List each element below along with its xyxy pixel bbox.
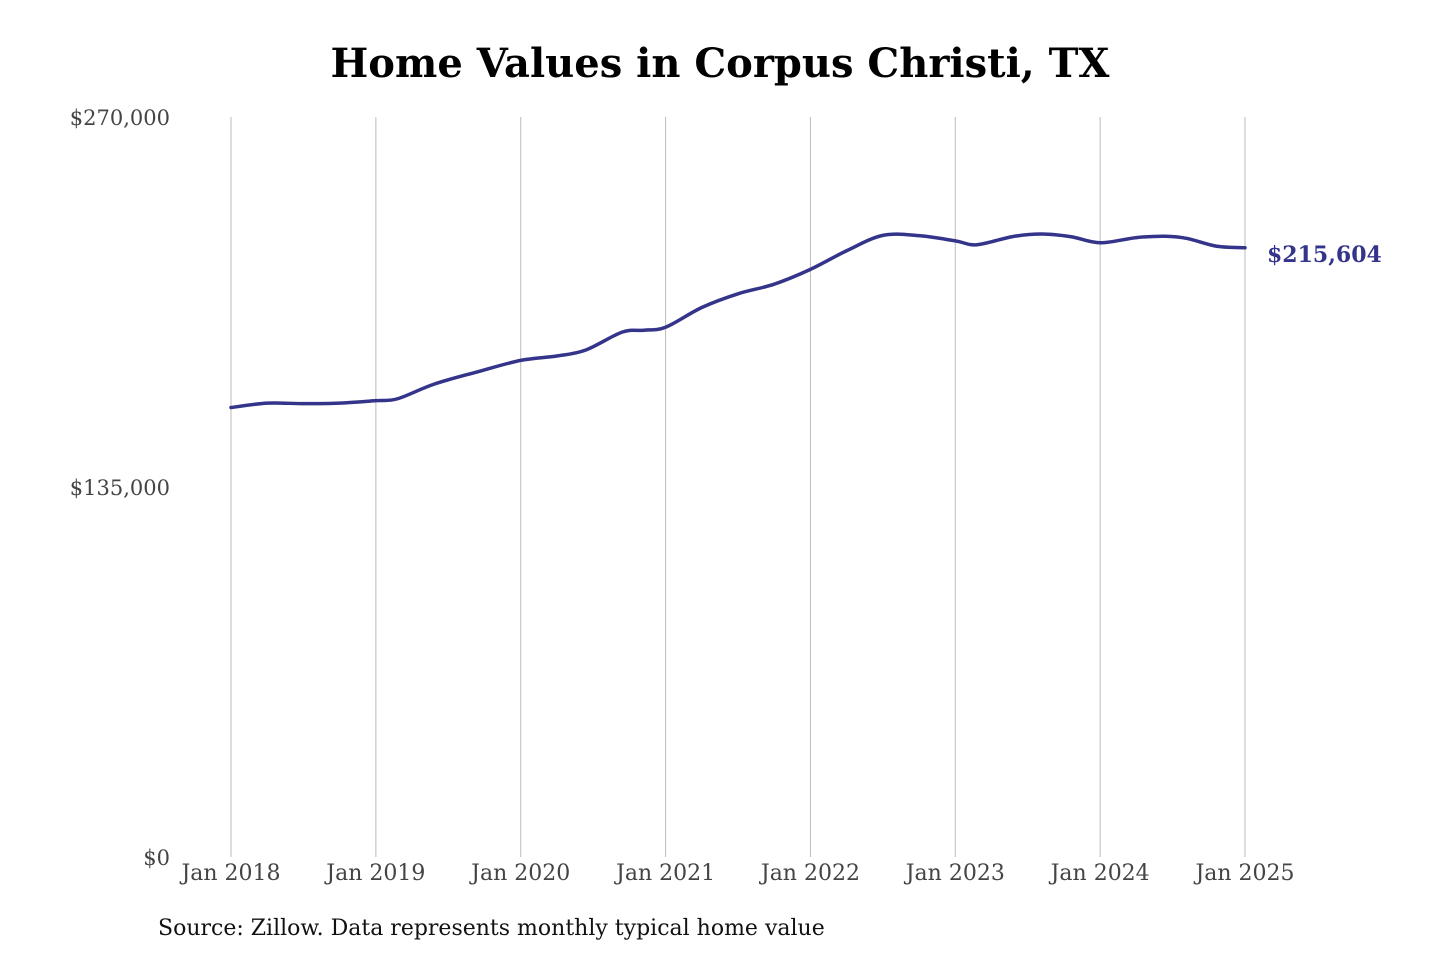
x-tick-label-5: Jan 2023 <box>904 861 1005 886</box>
end-value-label: $215,604 <box>1267 242 1382 268</box>
x-tick-label-3: Jan 2021 <box>614 861 715 886</box>
grid-lines <box>230 117 1246 857</box>
series-line-0 <box>229 232 1247 410</box>
x-axis-tick-labels: Jan 2018 Jan 2019 Jan 2020 Jan 2021 Jan 2022… <box>179 861 1294 886</box>
x-tick-label-6: Jan 2024 <box>1049 861 1150 886</box>
y-tick-label-1: $135,000 <box>70 476 170 500</box>
annotation-layer: $215,604 <box>1267 242 1382 268</box>
y-tick-label-0: $0 <box>143 846 170 870</box>
y-tick-label-2: $270,000 <box>70 106 170 130</box>
x-tick-label-2: Jan 2020 <box>469 861 570 886</box>
y-axis-tick-labels: $0 $135,000 $270,000 <box>70 106 170 870</box>
source-note: Source: Zillow. Data represents monthly … <box>158 916 825 941</box>
x-tick-label-4: Jan 2022 <box>759 861 860 886</box>
x-tick-label-0: Jan 2018 <box>179 861 280 886</box>
series-layer <box>229 232 1247 410</box>
chart-title: Home Values in Corpus Christi, TX <box>330 40 1110 87</box>
x-tick-label-1: Jan 2019 <box>324 861 425 886</box>
x-tick-label-7: Jan 2025 <box>1193 861 1294 886</box>
